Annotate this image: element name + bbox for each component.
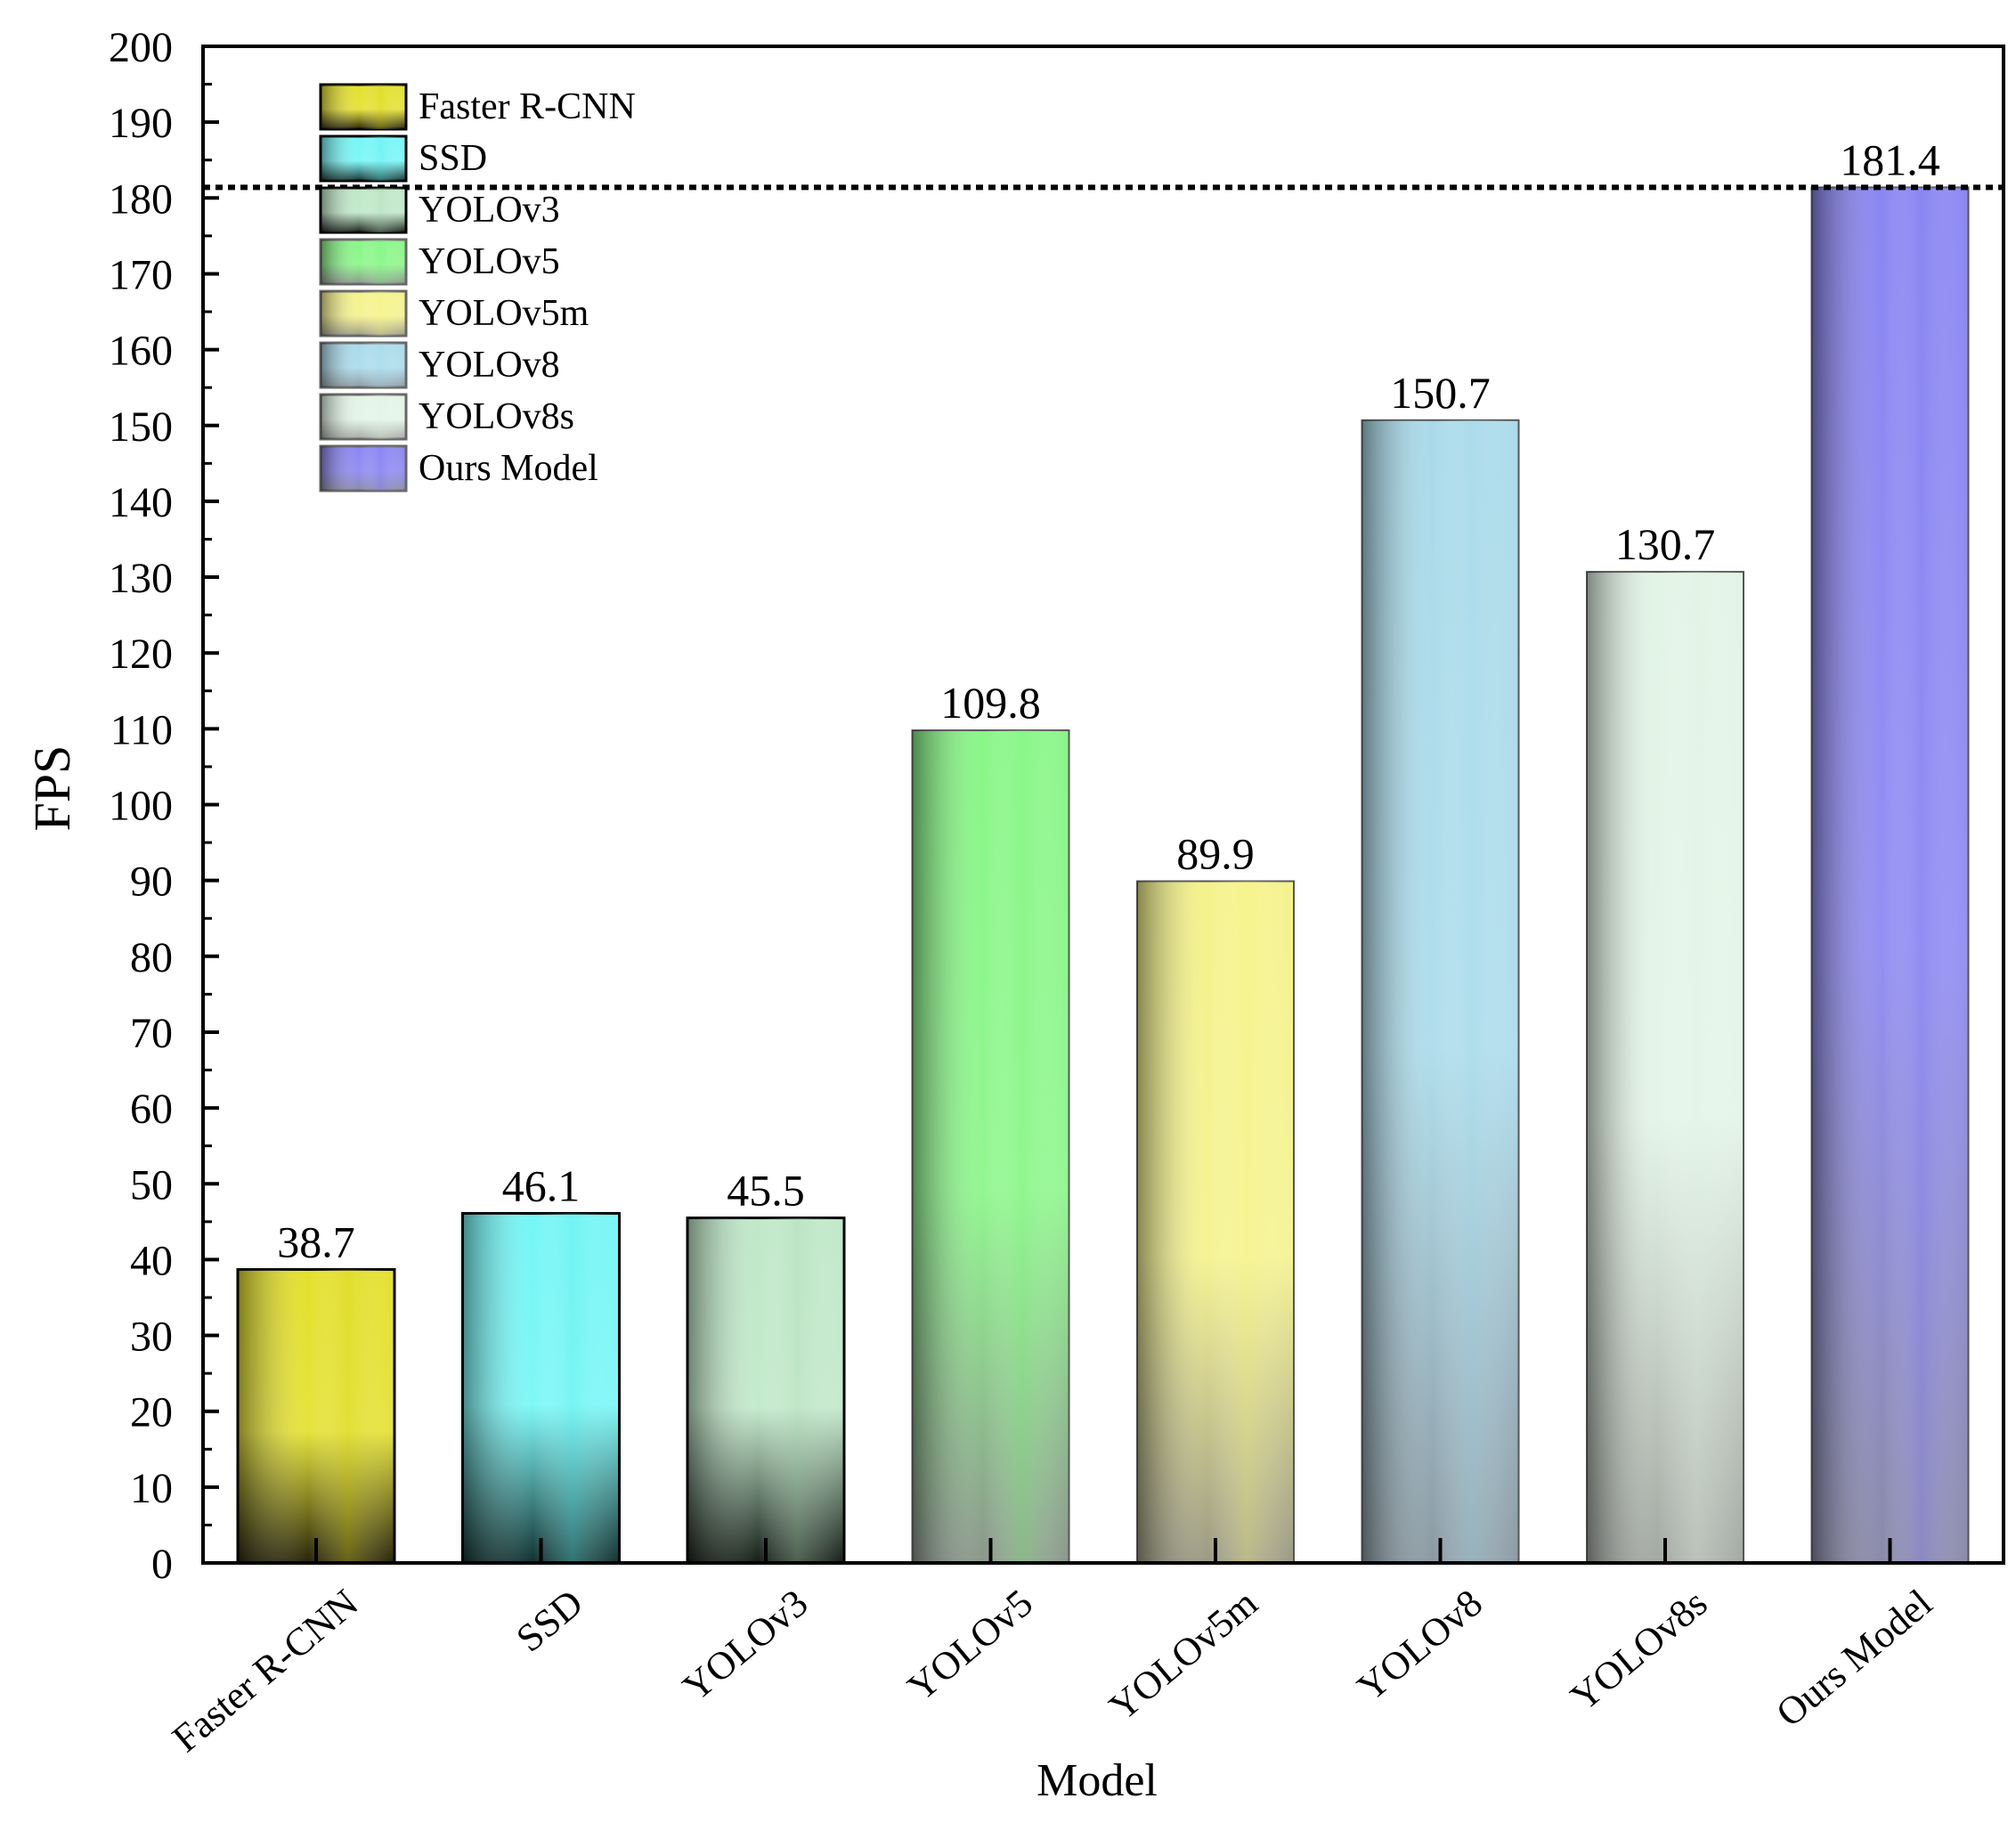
legend-swatch-sheen [321, 291, 406, 336]
legend-entry: YOLOv5 [319, 238, 560, 286]
legend-swatch-sheen [321, 395, 406, 439]
legend-entry: YOLOv3 [319, 186, 560, 234]
y-axis-title: FPS [23, 745, 81, 832]
legend-swatch-sheen [321, 343, 406, 387]
bar-sheen [1587, 572, 1744, 1563]
legend-label: Ours Model [419, 448, 598, 489]
y-tick-label: 100 [109, 783, 173, 830]
y-tick-label: 90 [130, 859, 173, 906]
bar-6 [1361, 419, 1520, 1564]
y-tick-label: 40 [130, 1237, 173, 1284]
legend-label: YOLOv5m [419, 293, 589, 334]
bar-sheen [462, 1213, 620, 1563]
y-tick-label: 120 [109, 631, 173, 678]
y-tick-label: 20 [130, 1389, 173, 1436]
y-tick-label: 180 [109, 175, 173, 223]
bar-7 [1586, 571, 1744, 1564]
legend-entry: Ours Model [319, 444, 598, 492]
bar-8 [1810, 186, 1970, 1564]
y-tick-label: 190 [109, 100, 173, 147]
data-label: 45.5 [727, 1166, 805, 1216]
y-tick-label: 200 [109, 24, 173, 71]
bar-1 [236, 1267, 396, 1565]
data-label: 109.8 [940, 678, 1041, 728]
legend-swatch-sheen [321, 446, 406, 491]
legend-entry: YOLOv8s [319, 393, 574, 441]
y-tick-label: 170 [109, 251, 173, 298]
legend-swatch-sheen [321, 188, 406, 232]
legend-entry: YOLOv5m [319, 289, 589, 338]
bar-sheen [1362, 419, 1519, 1563]
legend-label: YOLOv5 [419, 241, 560, 282]
bar-4 [911, 729, 1070, 1564]
data-labels-layer: 38.7 46.1 45.5 109.8 89.9 150.7 130.7 181.4 [277, 134, 1940, 1266]
y-tick-label: 150 [109, 403, 173, 451]
y-tick-label: 50 [130, 1161, 173, 1209]
bar-sheen [687, 1217, 844, 1563]
bar-sheen [1137, 881, 1294, 1563]
data-label: 181.4 [1840, 134, 1940, 184]
data-label: 150.7 [1390, 368, 1491, 418]
data-label: 130.7 [1615, 519, 1716, 569]
legend-entry: SSD [319, 134, 487, 183]
y-tick-label: 110 [110, 706, 173, 753]
bar-5 [1136, 880, 1295, 1564]
y-tick-label: 0 [151, 1541, 173, 1588]
y-tick-label: 140 [109, 479, 173, 526]
legend-entry: Faster R-CNN [319, 83, 636, 131]
data-label: 46.1 [502, 1160, 581, 1210]
legend-label: YOLOv8 [419, 345, 560, 386]
legend-label: YOLOv3 [419, 190, 560, 231]
y-tick-label: 10 [130, 1465, 173, 1512]
data-label: 89.9 [1176, 829, 1255, 879]
bars-layer [236, 186, 1970, 1565]
bar-2 [461, 1211, 621, 1565]
y-tick-label: 30 [130, 1314, 173, 1361]
bar-3 [686, 1217, 846, 1565]
legend: Faster R-CNN SSD YOLOv3 YOLOv5 YOLOv5m YOLOv8… [319, 83, 636, 492]
x-axis-title: Model [1036, 1755, 1158, 1806]
y-tick-label: 70 [130, 1010, 173, 1057]
y-tick-label: 160 [109, 328, 173, 375]
legend-entry: YOLOv8 [319, 341, 560, 389]
legend-swatch-sheen [321, 85, 406, 129]
y-tick-label: 130 [109, 555, 173, 602]
legend-label: Faster R-CNN [419, 86, 636, 127]
y-tick-label: 60 [130, 1086, 173, 1133]
data-label: 38.7 [277, 1217, 355, 1266]
legend-label: SSD [419, 138, 487, 179]
legend-swatch-sheen [321, 240, 406, 284]
bar-sheen [238, 1269, 394, 1563]
bar-sheen [912, 730, 1069, 1563]
legend-swatch-sheen [321, 136, 406, 181]
y-tick-label: 80 [130, 934, 173, 981]
legend-label: YOLOv8s [419, 396, 574, 437]
bar-sheen [1811, 187, 1969, 1563]
